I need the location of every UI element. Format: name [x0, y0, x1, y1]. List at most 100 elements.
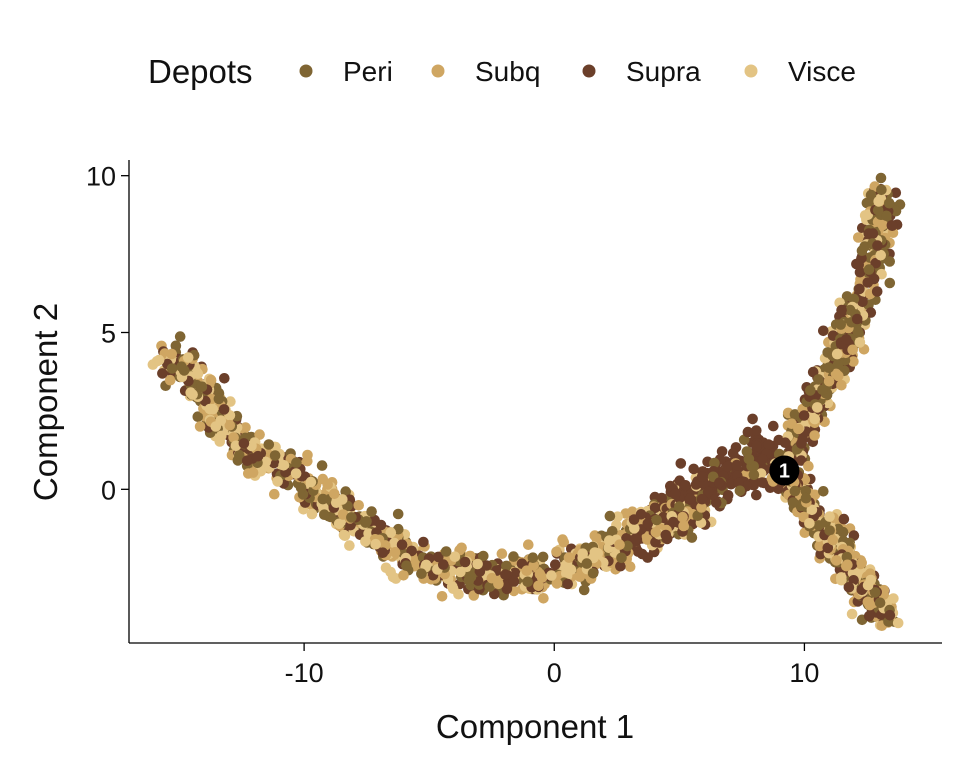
point-visce [875, 249, 886, 261]
point-peri [537, 551, 549, 563]
point-visce [331, 497, 342, 509]
point-subq [194, 421, 206, 432]
point-supra [867, 228, 879, 239]
point-subq [496, 548, 508, 559]
point-subq [269, 488, 280, 500]
point-supra [763, 439, 774, 450]
point-peri [263, 439, 275, 450]
point-supra [872, 240, 883, 251]
point-supra [890, 187, 902, 199]
point-peri [874, 597, 886, 609]
point-peri [789, 485, 801, 497]
point-peri [818, 486, 829, 497]
point-peri [835, 319, 846, 330]
point-supra [241, 455, 253, 467]
point-supra [418, 536, 429, 548]
point-supra [742, 426, 754, 438]
x-tick-label: -10 [285, 658, 324, 688]
point-peri [884, 256, 895, 267]
point-peri [805, 385, 816, 396]
point-subq [696, 502, 707, 513]
y-axis-title: Component 2 [27, 303, 64, 501]
point-visce [446, 581, 458, 592]
point-peri [401, 560, 412, 571]
point-visce [892, 617, 904, 629]
point-visce [854, 337, 866, 348]
y-tick-label: 10 [86, 162, 116, 192]
point-supra [796, 438, 807, 449]
point-supra [690, 479, 702, 490]
point-peri [734, 485, 746, 497]
point-supra [779, 437, 791, 449]
point-visce [387, 571, 399, 583]
point-visce [809, 413, 821, 425]
point-subq [302, 449, 313, 461]
point-visce [862, 580, 874, 591]
point-supra [870, 257, 881, 269]
point-supra [836, 304, 847, 316]
point-peri [824, 525, 835, 536]
point-peri [366, 506, 377, 517]
point-visce [272, 476, 283, 487]
legend-label-visce: Visce [788, 56, 856, 87]
legend: Depots Peri Subq Supra Visce [148, 53, 856, 90]
point-subq [353, 500, 365, 511]
legend-marker-visce [744, 64, 758, 78]
point-subq [856, 557, 867, 569]
point-supra [886, 220, 898, 231]
point-peri [291, 457, 302, 469]
point-supra [630, 533, 641, 544]
point-supra [433, 551, 444, 563]
x-tick-label: 0 [547, 658, 562, 688]
point-supra [649, 502, 661, 514]
point-subq [678, 520, 689, 532]
point-subq [803, 460, 814, 472]
point-supra [656, 492, 667, 504]
point-supra [757, 454, 768, 465]
point-supra [854, 283, 865, 295]
point-peri [651, 514, 662, 526]
point-supra [756, 477, 768, 488]
point-subq [836, 379, 847, 391]
point-peri [522, 576, 533, 588]
scatter-points [147, 172, 906, 631]
point-subq [793, 423, 804, 435]
point-supra [660, 529, 672, 541]
point-visce [873, 196, 884, 207]
point-subq [827, 534, 839, 546]
point-peri [392, 508, 404, 520]
point-visce [888, 593, 899, 604]
point-supra [722, 490, 734, 501]
point-supra [459, 556, 471, 568]
point-peri [166, 363, 178, 374]
point-supra [680, 480, 691, 491]
point-peri [484, 581, 496, 592]
point-subq [551, 578, 563, 589]
point-subq [493, 578, 504, 590]
point-subq [842, 559, 853, 571]
point-visce [385, 527, 397, 538]
point-peri [852, 325, 863, 337]
point-peri [527, 552, 539, 563]
point-subq [247, 467, 259, 478]
point-supra [731, 459, 743, 471]
point-visce [846, 608, 858, 620]
point-supra [696, 493, 708, 505]
point-supra [727, 447, 739, 459]
point-subq [329, 488, 340, 500]
point-visce [836, 572, 847, 583]
point-supra [157, 368, 168, 379]
point-peri [823, 362, 834, 374]
point-peri [176, 361, 187, 373]
point-supra [500, 569, 511, 580]
point-supra [219, 373, 230, 384]
point-peri [884, 197, 895, 209]
point-visce [305, 476, 317, 488]
point-supra [871, 286, 883, 297]
point-supra [396, 539, 408, 550]
point-supra [642, 518, 654, 529]
point-visce [207, 403, 219, 415]
point-peri [501, 560, 512, 572]
point-supra [798, 410, 810, 421]
point-subq [831, 555, 842, 566]
